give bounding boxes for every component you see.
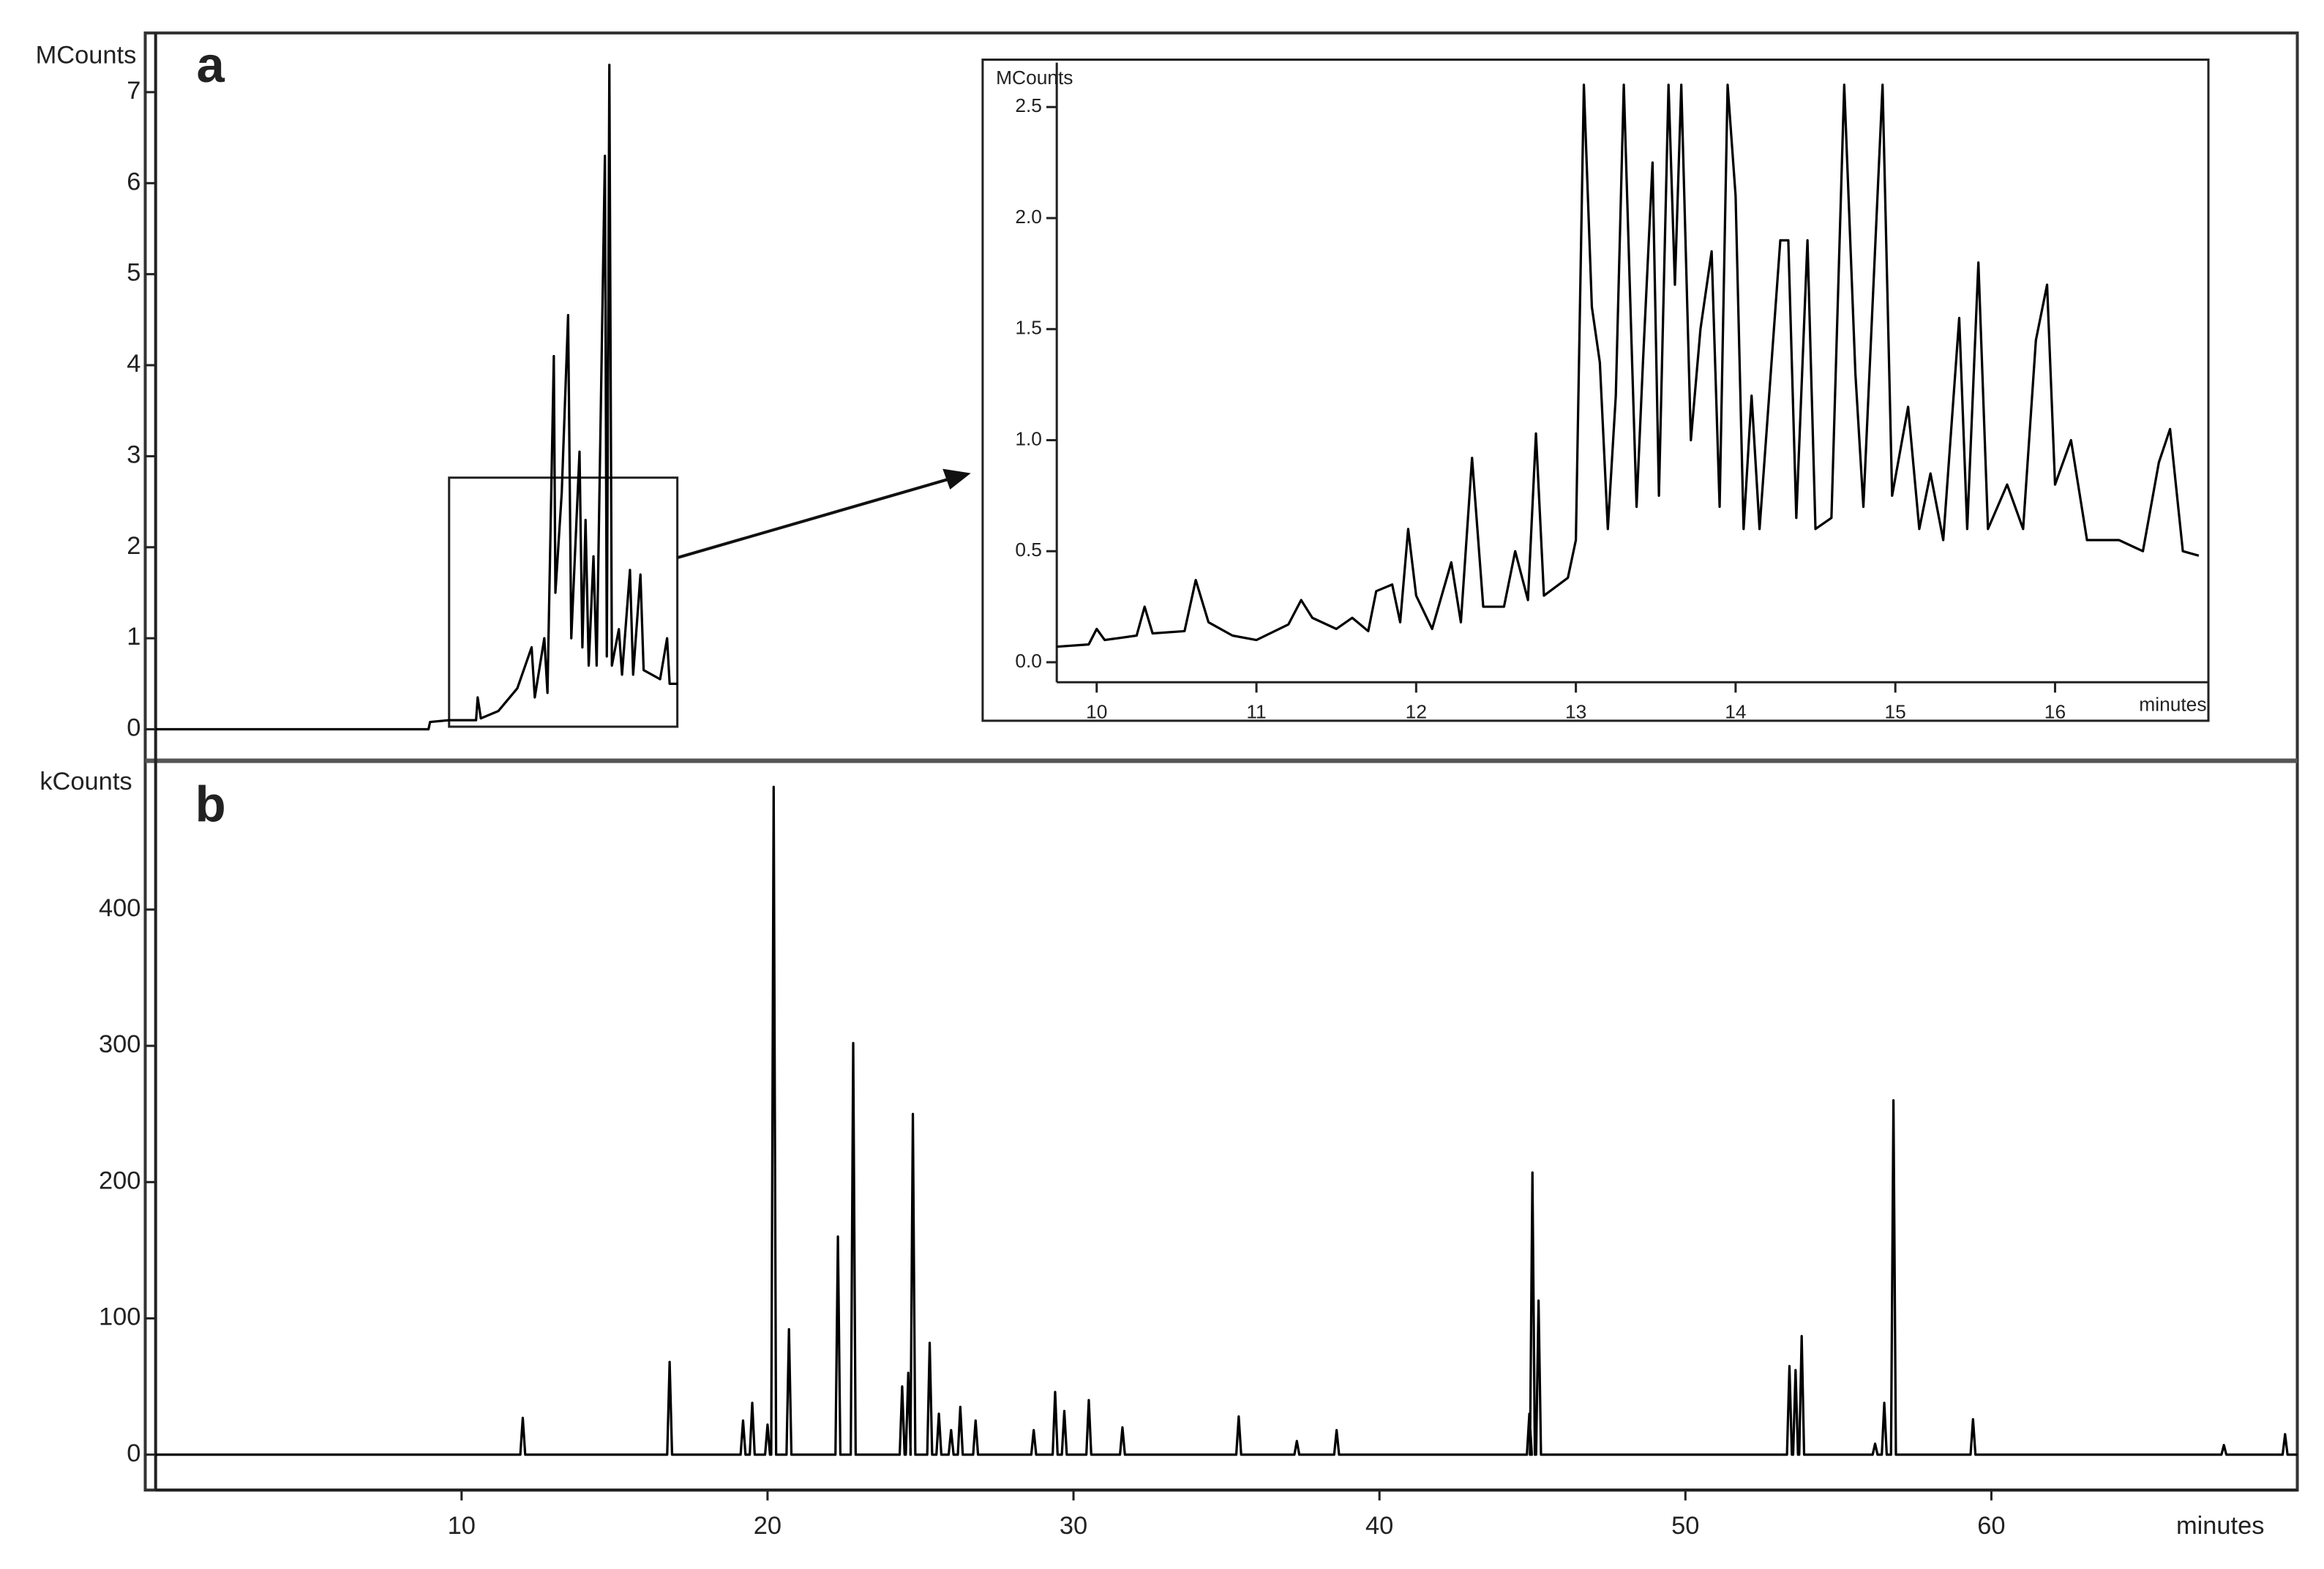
x-tick-label: 11 xyxy=(1246,701,1266,723)
y-tick-label: 7 xyxy=(127,77,140,105)
y-tick-label: 6 xyxy=(127,168,140,195)
y-tick-label: 2.5 xyxy=(1015,94,1042,116)
y-tick-label: 1.0 xyxy=(1015,427,1042,449)
y-tick-label: 0.5 xyxy=(1015,539,1042,561)
y-tick-label: 200 xyxy=(99,1167,140,1194)
x-tick-label: 10 xyxy=(448,1512,476,1540)
y-tick-label: 2 xyxy=(127,532,140,560)
panel-label: b xyxy=(195,776,226,833)
x-tick-label: 50 xyxy=(1671,1512,1699,1540)
x-tick-label: 40 xyxy=(1365,1512,1393,1540)
zoom-arrow xyxy=(677,477,949,560)
y-tick-label: 0 xyxy=(127,714,140,742)
x-tick-label: 20 xyxy=(754,1512,781,1540)
y-tick-label: 3 xyxy=(127,441,140,468)
y-tick-label: 0 xyxy=(127,1439,140,1467)
y-tick-label: 100 xyxy=(99,1303,140,1331)
arrow-head xyxy=(942,468,971,490)
y-tick-label: 5 xyxy=(127,259,140,287)
y-tick-label: 400 xyxy=(99,894,140,922)
y-axis-label: MCounts xyxy=(996,67,1073,89)
x-axis-label: minutes xyxy=(2139,694,2206,716)
trace xyxy=(1057,83,2200,648)
x-axis-label: minutes xyxy=(2176,1512,2265,1540)
y-tick-label: 2.0 xyxy=(1015,206,1042,228)
trace xyxy=(155,785,2298,1456)
x-tick-label: 14 xyxy=(1725,701,1746,723)
x-tick-label: 10 xyxy=(1086,701,1107,723)
y-tick-label: 4 xyxy=(127,350,140,378)
x-tick-label: 16 xyxy=(2044,701,2066,723)
inset-frame xyxy=(981,59,2210,722)
y-axis-label: MCounts xyxy=(36,42,137,70)
y-axis-label: kCounts xyxy=(40,768,132,795)
x-tick-label: 12 xyxy=(1406,701,1427,723)
x-tick-label: 30 xyxy=(1060,1512,1087,1540)
y-tick-label: 300 xyxy=(99,1030,140,1058)
x-tick-label: 13 xyxy=(1565,701,1586,723)
y-tick-label: 0.0 xyxy=(1015,650,1042,672)
y-tick-label: 1.5 xyxy=(1015,317,1042,339)
x-tick-label: 60 xyxy=(1977,1512,2005,1540)
panel-label: a xyxy=(196,37,225,93)
x-tick-label: 15 xyxy=(1885,701,1906,723)
trace xyxy=(155,63,678,731)
y-tick-label: 1 xyxy=(127,623,140,651)
